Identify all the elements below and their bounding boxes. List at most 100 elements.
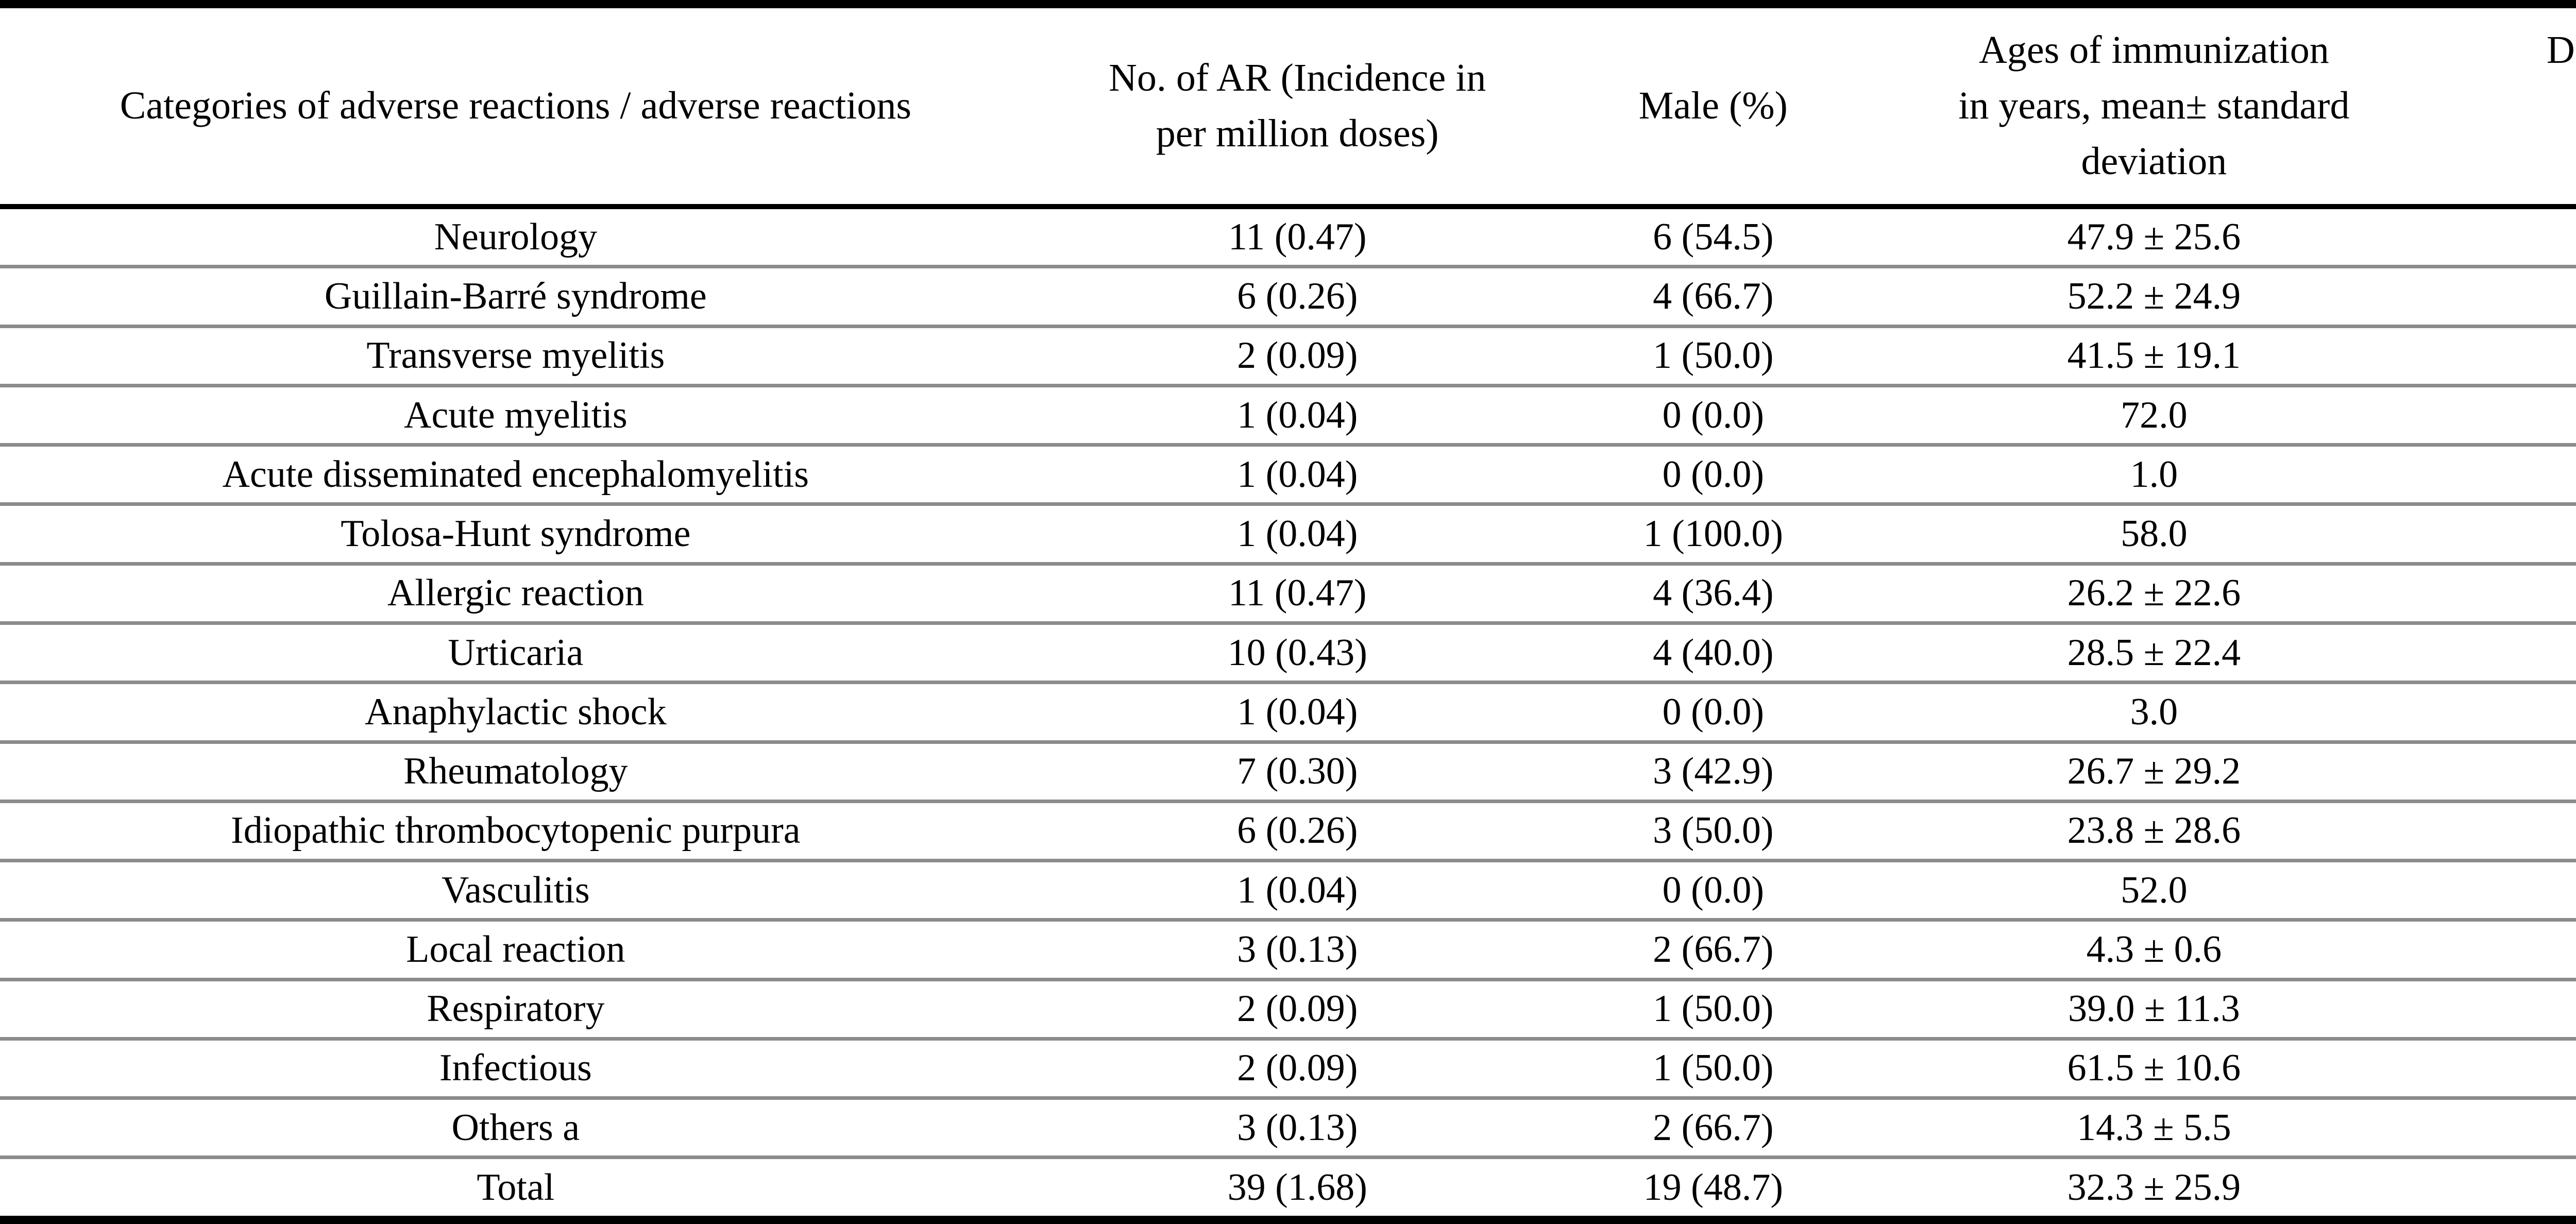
cell-days: 6.0 ± 5.4 (4, 3 – 17) (2445, 801, 2576, 863)
cell-male: 0 (0.0) (1563, 682, 1863, 744)
cell-male: 1 (100.0) (1563, 504, 1863, 566)
cell-no-ar: 1 (0.04) (1031, 504, 1564, 566)
cell-category: Respiratory (0, 979, 1031, 1041)
cell-category: Allergic reaction (0, 564, 1031, 625)
cell-days: 365.0 (2445, 385, 2576, 447)
cell-category: Vasculitis (0, 860, 1031, 922)
table-row-vasculitis: Vasculitis 1 (0.04) 0 (0.0) 52.0 < 1.0 (0, 860, 2576, 922)
cell-male: 19 (48.7) (1563, 1157, 1863, 1224)
cell-age: 14.3 ± 5.5 (1862, 1098, 2445, 1160)
cell-male: 2 (66.7) (1563, 1098, 1863, 1160)
table-row-anaphylactic-shock: Anaphylactic shock 1 (0.04) 0 (0.0) 3.0 … (0, 682, 2576, 744)
cell-age: 32.3 ± 25.9 (1862, 1157, 2445, 1224)
table-row-allergic-reaction: Allergic reaction 11 (0.47) 4 (36.4) 26.… (0, 564, 2576, 625)
cell-days: 6.8 ± 5.6 (6.5, 1 – 14) (2445, 266, 2576, 328)
cell-male: 2 (66.7) (1563, 920, 1863, 981)
cell-no-ar: 6 (0.26) (1031, 801, 1564, 863)
cell-days: < 1.0 (0.5, 0.5 – 0.5) (2445, 920, 2576, 981)
cell-no-ar: 1 (0.04) (1031, 445, 1564, 506)
cell-age: 58.0 (1862, 504, 2445, 566)
cell-age: 26.2 ± 22.6 (1862, 564, 2445, 625)
cell-days: 1.0 (2445, 445, 2576, 506)
cell-male: 4 (40.0) (1563, 623, 1863, 685)
cell-category: Guillain-Barré syndrome (0, 266, 1031, 328)
cell-no-ar: 6 (0.26) (1031, 266, 1564, 328)
table-row-rheumatology: Rheumatology 7 (0.30) 3 (42.9) 26.7 ± 29… (0, 742, 2576, 803)
cell-age: 41.5 ± 19.1 (1862, 326, 2445, 387)
cell-male: 1 (50.0) (1563, 326, 1863, 387)
cell-male: 0 (0.0) (1563, 445, 1863, 506)
cell-category: Anaphylactic shock (0, 682, 1031, 744)
cell-category: Local reaction (0, 920, 1031, 981)
header-row: Categories of adverse reactions / advers… (0, 0, 2576, 209)
cell-category: Idiopathic thrombocytopenic purpura (0, 801, 1031, 863)
table-row-infectious: Infectious 2 (0.09) 1 (50.0) 61.5 ± 10.6… (0, 1039, 2576, 1100)
table-row-tolosa-hunt: Tolosa-Hunt syndrome 1 (0.04) 1 (100.0) … (0, 504, 2576, 566)
cell-category: Total (0, 1157, 1031, 1224)
cell-no-ar: 1 (0.04) (1031, 682, 1564, 744)
cell-male: 3 (50.0) (1563, 801, 1863, 863)
cell-category: Transverse myelitis (0, 326, 1031, 387)
cell-no-ar: 3 (0.13) (1031, 1098, 1564, 1160)
cell-no-ar: 10 (0.43) (1031, 623, 1564, 685)
cell-age: 1.0 (1862, 445, 2445, 506)
table-row-acute-myelitis: Acute myelitis 1 (0.04) 0 (0.0) 72.0 365… (0, 385, 2576, 447)
cell-days: 1.7 ± 2.0 (0.5, 0.5 – 4) (2445, 1098, 2576, 1160)
cell-no-ar: 7 (0.30) (1031, 742, 1564, 803)
table-row-guillain-barre: Guillain-Barré syndrome 6 (0.26) 4 (66.7… (0, 266, 2576, 328)
cell-male: 0 (0.0) (1563, 385, 1863, 447)
cell-male: 4 (66.7) (1563, 266, 1863, 328)
cell-days: < 1.0 (2445, 682, 2576, 744)
cell-male: 1 (50.0) (1563, 979, 1863, 1041)
cell-days: 6.0 (2445, 504, 2576, 566)
cell-days: 1.5 ± 0.7 (1.5, 1– 2) (2445, 1039, 2576, 1100)
table-row-itp: Idiopathic thrombocytopenic purpura 6 (0… (0, 801, 2576, 863)
col-header-days-to-onset: Days between immunization and AR onset, … (2445, 0, 2576, 209)
cell-days: 12.0 ± 14.1 (12, 2 – 22) (2445, 326, 2576, 387)
cell-category: Others a (0, 1098, 1031, 1160)
cell-age: 4.3 ± 0.6 (1862, 920, 2445, 981)
col-header-male-pct: Male (%) (1563, 0, 1863, 209)
col-header-categories: Categories of adverse reactions / advers… (0, 0, 1031, 209)
cell-days: 5.2 ± 5.4 (4.0, 0.5 – 17) (2445, 742, 2576, 803)
table-row-local-reaction: Local reaction 3 (0.13) 2 (66.7) 4.3 ± 0… (0, 920, 2576, 981)
cell-no-ar: 11 (0.47) (1031, 564, 1564, 625)
cell-no-ar: 3 (0.13) (1031, 920, 1564, 981)
cell-no-ar: 2 (0.09) (1031, 979, 1564, 1041)
table-row-urticaria: Urticaria 10 (0.43) 4 (40.0) 28.5 ± 22.4… (0, 623, 2576, 685)
cell-age: 52.2 ± 24.9 (1862, 266, 2445, 328)
cell-age: 52.0 (1862, 860, 2445, 922)
cell-days: 6.2 ± 17.9 (<1, <1 – 60) (2445, 564, 2576, 625)
cell-category: Urticaria (0, 623, 1031, 685)
cell-days: 39.9 ± 108.0 (6.0, 1 – 365) (2445, 206, 2576, 269)
cell-male: 3 (42.9) (1563, 742, 1863, 803)
table-row-neurology: Neurology 11 (0.47) 6 (54.5) 47.9 ± 25.6… (0, 206, 2576, 269)
table-row-transverse-myelitis: Transverse myelitis 2 (0.09) 1 (50.0) 41… (0, 326, 2576, 387)
table-header: Categories of adverse reactions / advers… (0, 0, 2576, 209)
cell-age: 28.5 ± 22.4 (1862, 623, 2445, 685)
cell-category: Tolosa-Hunt syndrome (0, 504, 1031, 566)
cell-age: 26.7 ± 29.2 (1862, 742, 2445, 803)
table-row-respiratory: Respiratory 2 (0.09) 1 (50.0) 39.0 ± 11.… (0, 979, 2576, 1041)
cell-no-ar: 2 (0.09) (1031, 1039, 1564, 1100)
cell-no-ar: 1 (0.04) (1031, 385, 1564, 447)
table-row-others: Others a 3 (0.13) 2 (66.7) 14.3 ± 5.5 1.… (0, 1098, 2576, 1160)
cell-male: 1 (50.0) (1563, 1039, 1863, 1100)
cell-age: 39.0 ± 11.3 (1862, 979, 2445, 1041)
cell-male: 4 (36.4) (1563, 564, 1863, 625)
cell-no-ar: 2 (0.09) (1031, 326, 1564, 387)
cell-category: Neurology (0, 206, 1031, 269)
cell-no-ar: 11 (0.47) (1031, 206, 1564, 269)
cell-age: 23.8 ± 28.6 (1862, 801, 2445, 863)
cell-days: 6.8 ± 18.7 (<1, <1–60) (2445, 623, 2576, 685)
cell-age: 3.0 (1862, 682, 2445, 744)
cell-age: 47.9 ± 25.6 (1862, 206, 2445, 269)
cell-age: 61.5 ± 10.6 (1862, 1039, 2445, 1100)
cell-days: 32.9 ± 97.7 (2, 0.5 – 365) (2445, 1157, 2576, 1224)
cell-male: 0 (0.0) (1563, 860, 1863, 922)
cell-age: 72.0 (1862, 385, 2445, 447)
cell-days: < 1.0 (2445, 860, 2576, 922)
col-header-no-of-ar: No. of AR (Incidence in per million dose… (1031, 0, 1564, 209)
cell-category: Infectious (0, 1039, 1031, 1100)
